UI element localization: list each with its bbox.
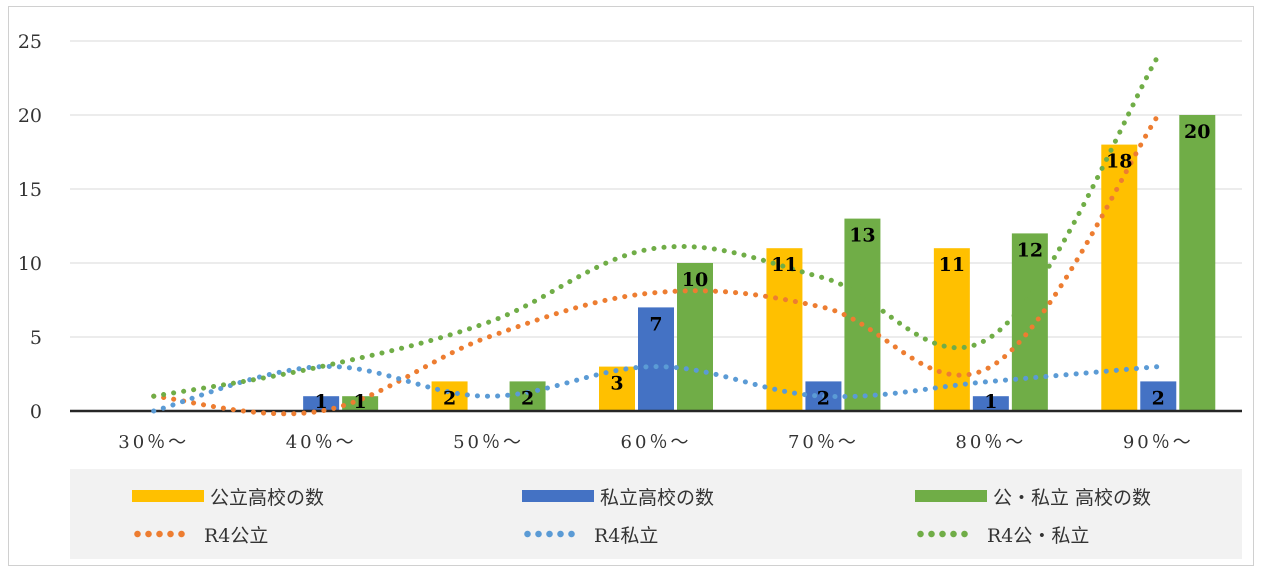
bar-s1-3 [638,307,674,411]
legend-label-combined: 公・私立 高校の数 [993,486,1152,509]
x-tick-label-0: 30％～ [118,432,189,453]
x-tick-label-2: 50％～ [453,432,524,453]
y-tick-label-10: 10 [18,253,42,275]
legend-item-private: 私立高校の数 [522,481,714,511]
bar-s2-2 [509,381,546,411]
data-label-s1-1: 1 [315,391,328,413]
data-label-s2-2: 2 [521,387,534,409]
y-tick-label-0: 0 [30,401,42,423]
bar-s0-6 [1101,144,1138,411]
y-tick-label-20: 20 [18,105,42,127]
x-tick-label-6: 90％～ [1123,432,1194,453]
chart-legend: 公立高校の数 私立高校の数 公・私立 高校の数 R4公立 R4私立 R4公・私立 [70,469,1242,559]
data-label-s1-5: 1 [984,391,997,413]
x-tick-label-4: 70％～ [788,432,859,453]
x-tick-label-1: 40％～ [286,432,357,453]
bar-s0-4 [766,248,803,411]
legend-swatch-private [522,490,594,502]
data-label-s0-6: 18 [1106,151,1132,173]
bar-s2-3 [677,263,713,411]
data-label-s1-6: 2 [1152,387,1165,409]
bar-s1-6 [1140,381,1177,411]
legend-dots-r4-combined [915,530,971,538]
trend-line-2 [151,53,1161,399]
legend-swatch-public [132,490,204,502]
bar-s2-5 [1011,233,1048,411]
bar-s2-4 [844,218,881,411]
legend-label-r4-private: R4私立 [594,524,659,547]
data-label-s2-3: 10 [682,269,708,291]
legend-item-r4-combined: R4公・私立 [915,519,1089,549]
data-label-s0-3: 3 [610,373,623,395]
legend-label-public: 公立高校の数 [210,486,325,509]
bar-s2-6 [1179,115,1216,411]
y-tick-label-25: 25 [18,31,42,53]
legend-label-private: 私立高校の数 [600,486,715,509]
data-label-s2-1: 1 [354,391,367,413]
x-tick-label-5: 80％～ [955,432,1026,453]
legend-item-r4-private: R4私立 [522,519,658,549]
legend-dots-r4-private [522,530,578,538]
data-label-s1-3: 7 [649,313,662,335]
legend-label-r4-public: R4公立 [204,524,269,547]
data-label-s0-5: 11 [939,254,965,276]
data-label-s0-4: 11 [771,254,797,276]
legend-swatch-combined [915,490,987,502]
data-label-s1-4: 2 [817,387,830,409]
data-label-s0-2: 2 [443,387,456,409]
bar-s1-5 [972,396,1009,411]
legend-item-public: 公立高校の数 [132,481,324,511]
data-label-s2-6: 20 [1184,121,1210,143]
bar-s2-1 [342,396,379,411]
data-label-s2-5: 12 [1017,239,1043,261]
trend-line-0 [151,112,1161,417]
legend-dots-r4-public [132,530,188,538]
bar-s1-1 [303,396,340,411]
legend-item-combined: 公・私立 高校の数 [915,481,1151,511]
legend-label-r4-combined: R4公・私立 [987,524,1090,547]
y-tick-label-15: 15 [18,179,42,201]
x-tick-label-3: 60％～ [621,432,692,453]
data-label-s2-4: 13 [849,225,875,247]
bar-s0-2 [431,381,468,411]
y-tick-label-5: 5 [30,327,42,349]
legend-item-r4-public: R4公立 [132,519,268,549]
